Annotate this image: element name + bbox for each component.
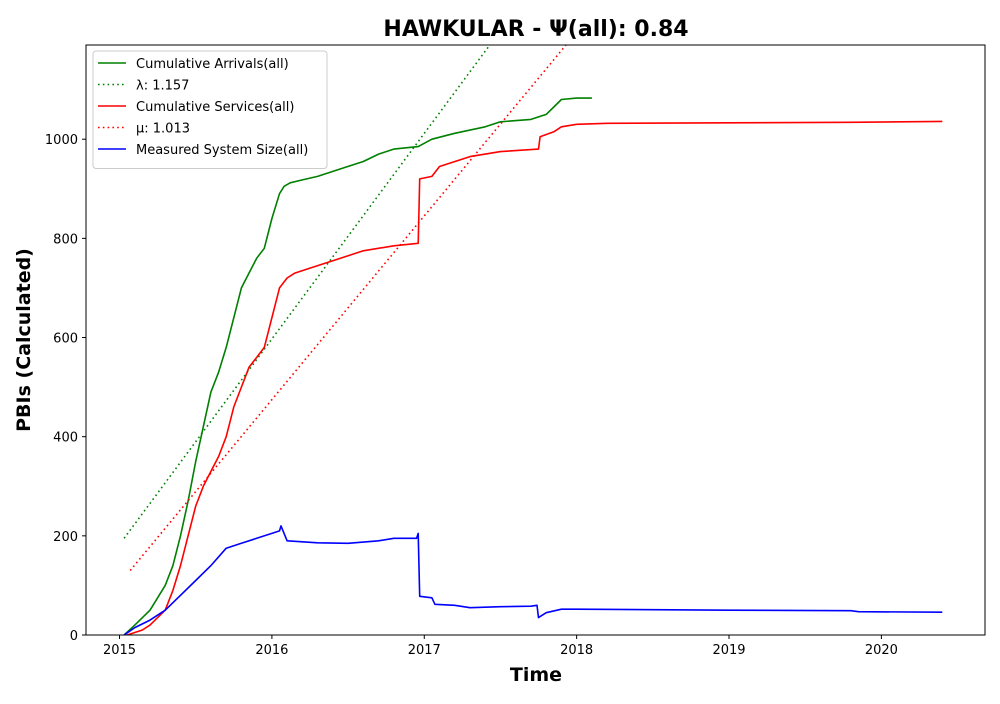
- plot-area: [123, 45, 943, 635]
- series-line-1: [123, 45, 491, 539]
- series-line-2: [126, 120, 943, 635]
- legend-label-4: Measured System Size(all): [136, 143, 308, 158]
- series-line-4: [123, 525, 943, 635]
- legend-label-0: Cumulative Arrivals(all): [136, 57, 289, 72]
- y-axis: 0 200 400 600 800 1000: [45, 133, 86, 644]
- legend-label-3: μ: 1.013: [136, 122, 190, 137]
- legend-label-1: λ: 1.157: [136, 79, 189, 94]
- chart-title: HAWKULAR - Ψ(all): 0.84: [383, 17, 688, 42]
- y-tick-label: 600: [53, 332, 78, 347]
- y-axis-label: PBIs (Calculated): [13, 248, 35, 432]
- y-tick-label: 400: [53, 431, 78, 446]
- y-tick-label: 1000: [45, 133, 78, 148]
- x-axis: 2015 2016 2017 2018 2019 2020: [103, 635, 898, 658]
- x-tick-label: 2015: [103, 643, 136, 658]
- legend: Cumulative Arrivals(all) λ: 1.157 Cumulati…: [92, 50, 328, 169]
- x-tick-label: 2019: [712, 643, 745, 658]
- y-tick-label: 800: [53, 232, 78, 247]
- x-axis-label: Time: [510, 664, 562, 686]
- series-line-3: [129, 45, 567, 572]
- x-tick-label: 2016: [255, 643, 288, 658]
- plot-frame: [85, 44, 986, 636]
- legend-box: [92, 50, 328, 169]
- x-tick-label: 2020: [865, 643, 898, 658]
- series-line-0: [123, 97, 592, 635]
- y-tick-label: 0: [70, 629, 78, 644]
- y-tick-label: 200: [53, 530, 78, 545]
- legend-label-2: Cumulative Services(all): [136, 100, 294, 115]
- x-tick-label: 2018: [560, 643, 593, 658]
- x-tick-label: 2017: [408, 643, 441, 658]
